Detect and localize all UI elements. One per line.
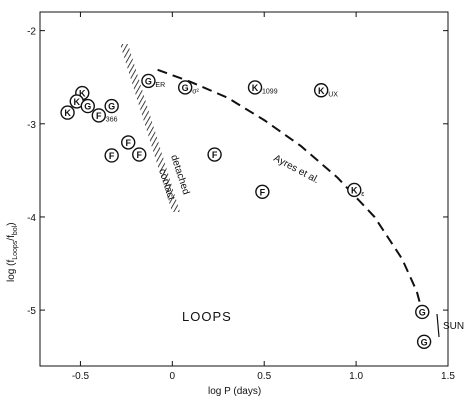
point-circle — [141, 73, 156, 89]
point-circle — [255, 184, 270, 199]
data-point-f: F — [121, 135, 136, 150]
point-circle — [132, 147, 147, 162]
region-label-loops: LOOPS — [182, 309, 232, 324]
point-letter: G — [108, 102, 115, 112]
data-point-g: G — [80, 98, 95, 114]
sun-label: SUN — [443, 321, 464, 332]
point-letter: G — [84, 102, 91, 112]
x-tick-label: -0.5 — [72, 371, 90, 382]
point-letter: F — [212, 150, 218, 160]
data-point-g: G — [416, 334, 432, 349]
point-letter: K — [252, 83, 259, 93]
point-letter: G — [421, 337, 428, 347]
data-point-f: F — [104, 148, 119, 163]
point-circle — [121, 135, 136, 150]
point-subscript: ε — [361, 191, 364, 198]
point-subscript: UX — [328, 91, 338, 98]
point-circle — [313, 83, 329, 98]
point-circle — [104, 98, 119, 114]
data-point-k: K 1099 — [247, 80, 278, 95]
point-subscript: 366 — [106, 116, 118, 123]
point-letter: K — [351, 185, 358, 195]
point-letter: K — [79, 89, 86, 99]
point-circle — [347, 182, 362, 198]
plot-frame — [39, 11, 449, 367]
y-axis-label-mid: /f — [6, 235, 17, 241]
point-letter: F — [125, 138, 131, 148]
y-axis-label: log (fLoops/fbol) — [6, 222, 19, 282]
y-axis-label-sub-loops: Loops — [12, 240, 19, 260]
point-subscript: ER — [155, 82, 165, 89]
data-point-f: F — [132, 147, 147, 162]
y-tick-label: -2 — [27, 27, 36, 38]
point-letter: K — [64, 108, 71, 118]
point-circle — [91, 108, 107, 123]
point-circle — [177, 80, 193, 95]
point-circle — [415, 304, 430, 320]
x-axis-label: log P (days) — [208, 386, 261, 397]
point-letter: F — [260, 187, 266, 197]
y-tick-label: -3 — [27, 120, 36, 131]
point-subscript: 1099 — [262, 88, 278, 95]
data-point-g: G — [104, 98, 119, 114]
x-tick-label: 1.0 — [349, 371, 363, 382]
point-letter: K — [318, 86, 325, 96]
x-tick-label: 0 — [170, 371, 176, 382]
x-tick-label: 0.5 — [257, 371, 271, 382]
point-circle — [207, 147, 222, 162]
point-circle — [416, 334, 432, 349]
point-letter: F — [96, 111, 102, 121]
point-subscript: σ² — [192, 88, 199, 95]
data-point-g: G — [415, 304, 430, 320]
y-tick-label: -5 — [27, 306, 36, 317]
y-axis-label-sub-bol: bol — [12, 225, 19, 235]
ayres-curve — [157, 68, 424, 313]
point-circle — [80, 98, 95, 114]
data-point-g: G ER — [141, 73, 165, 89]
y-axis-ticks: -2 -3 -4 -5 — [27, 27, 448, 317]
y-axis-label-main: log (f — [6, 260, 17, 282]
point-letter: F — [136, 150, 142, 160]
sun-connector — [436, 313, 440, 338]
data-point-k: K UX — [313, 83, 338, 98]
point-letter: G — [145, 76, 152, 86]
x-tick-label: 1.5 — [441, 371, 455, 382]
x-axis-ticks: -0.5 0 0.5 1.0 1.5 — [72, 12, 455, 382]
point-letter: K — [74, 97, 81, 107]
y-tick-label: -4 — [27, 213, 36, 224]
point-letter: G — [182, 83, 189, 93]
point-circle — [247, 80, 263, 95]
data-point-f: F 366 — [91, 108, 118, 123]
data-point-f: F — [207, 147, 222, 162]
point-circle — [104, 148, 119, 163]
y-axis-label-end: ) — [6, 222, 17, 225]
point-letter: G — [419, 307, 426, 317]
data-point-k: K — [60, 105, 75, 120]
point-circle — [60, 105, 75, 120]
data-point-f: F — [255, 184, 270, 199]
point-letter: F — [109, 151, 115, 161]
contact-detached-band — [120, 44, 180, 212]
